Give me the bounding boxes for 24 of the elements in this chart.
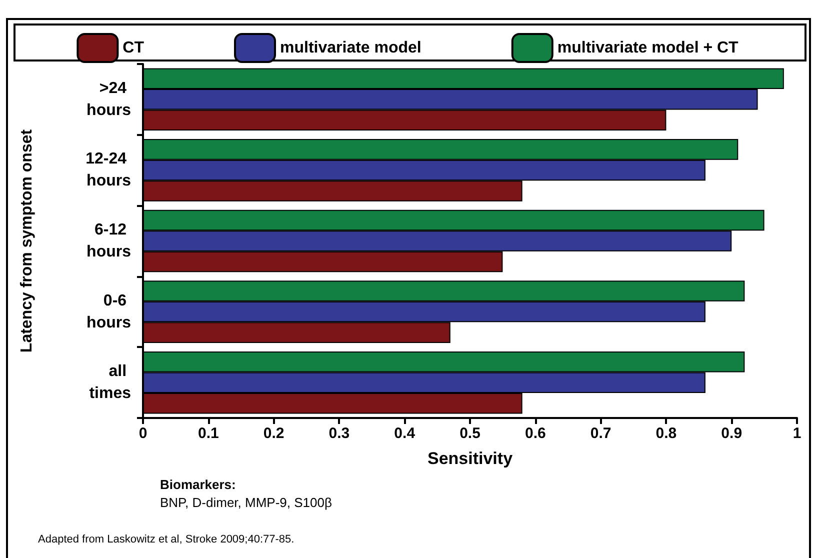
x-tick-label: 0.3 bbox=[328, 425, 350, 442]
x-tick-label: 0 bbox=[138, 425, 148, 442]
x-tick-label: 0.8 bbox=[656, 425, 677, 442]
x-axis-title: Sensitivity bbox=[427, 449, 514, 468]
x-tick-label: 0.9 bbox=[721, 425, 742, 442]
y-tick-label: all times bbox=[89, 363, 132, 402]
x-tick-label: 0.1 bbox=[198, 425, 219, 442]
text: BNP, D-dimer, MMP-9, S100β bbox=[160, 495, 332, 510]
legend-label: multivariate model bbox=[280, 40, 422, 56]
y-tick-label: 0-6 hours bbox=[86, 292, 132, 332]
x-tick-label: 1 bbox=[792, 425, 802, 442]
x-tick-label: 0.5 bbox=[460, 425, 480, 442]
y-tick-label: 12-24 hours bbox=[86, 150, 132, 190]
y-tick-label: >24 hours bbox=[86, 80, 132, 119]
text: Adapted from Laskowitz et al, Stroke 2009;40:77-85. bbox=[38, 534, 294, 546]
text: Biomarkers: bbox=[160, 477, 236, 492]
x-tick-label: 0.4 bbox=[394, 425, 416, 442]
x-tick-label: 0.7 bbox=[590, 425, 612, 442]
x-tick-label: 0.2 bbox=[263, 425, 284, 442]
x-tick-label: 0.6 bbox=[524, 425, 546, 442]
y-tick-label: 6-12 hours bbox=[86, 222, 132, 260]
y-axis-title: Latency from symptom onset bbox=[18, 128, 36, 353]
legend-label: CT bbox=[122, 40, 144, 56]
legend-label: multivariate model + CT bbox=[557, 40, 739, 56]
